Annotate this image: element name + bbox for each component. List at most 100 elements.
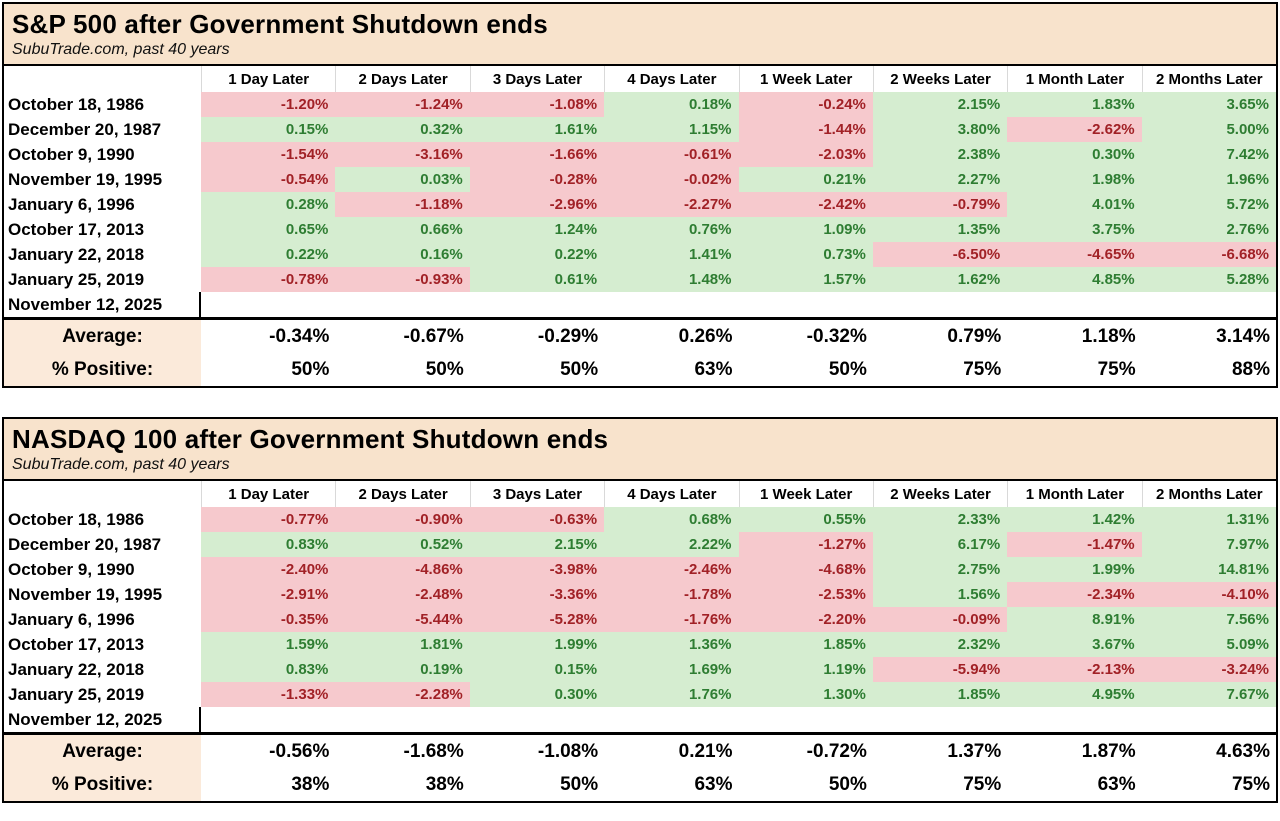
value-cell: 5.72% bbox=[1141, 192, 1276, 217]
table-row: January 25, 2019 -1.33% -2.28% 0.30% 1.76% 1.… bbox=[4, 682, 1276, 707]
value-cell: 0.21% bbox=[738, 167, 873, 192]
value-cell: 0.65% bbox=[201, 217, 336, 242]
value-cell: 0.68% bbox=[604, 507, 739, 532]
value-cell: 5.09% bbox=[1141, 632, 1276, 657]
header-row: 1 Day Later 2 Days Later 3 Days Later 4 Day… bbox=[4, 481, 1276, 507]
value-cell: -0.78% bbox=[201, 267, 336, 292]
event-date-cell: December 20, 1987 bbox=[8, 119, 162, 139]
value-cell: 1.42% bbox=[1007, 507, 1142, 532]
column-header: 4 Days Later bbox=[604, 66, 738, 92]
event-date-cell: January 22, 2018 bbox=[8, 244, 145, 264]
average-value-cell: 1.37% bbox=[947, 740, 1002, 762]
value-cell: 4.95% bbox=[1007, 682, 1142, 707]
value-cell: -2.53% bbox=[738, 582, 873, 607]
positive-value-cell: 75% bbox=[963, 773, 1002, 795]
table-row: January 22, 2018 0.83% 0.19% 0.15% 1.69% 1.19… bbox=[4, 657, 1276, 682]
value-cell: -1.27% bbox=[738, 532, 873, 557]
value-cell: -2.42% bbox=[738, 192, 873, 217]
value-cell: 1.69% bbox=[604, 657, 739, 682]
value-cell bbox=[1007, 292, 1141, 317]
value-cell: 8.91% bbox=[1007, 607, 1142, 632]
value-cell: -0.02% bbox=[604, 167, 739, 192]
positive-label: % Positive: bbox=[4, 768, 201, 801]
value-cell: 7.42% bbox=[1141, 142, 1276, 167]
sp500-table: S&P 500 after Government Shutdown ends S… bbox=[2, 2, 1278, 388]
value-cell bbox=[335, 707, 469, 732]
value-cell: -1.76% bbox=[604, 607, 739, 632]
column-header: 3 Days Later bbox=[469, 481, 604, 507]
value-cell: -5.28% bbox=[469, 607, 605, 632]
value-cell: -3.24% bbox=[1141, 657, 1276, 682]
value-cell: 2.32% bbox=[872, 632, 1008, 657]
value-cell: -0.90% bbox=[335, 507, 470, 532]
column-header: 1 Week Later bbox=[738, 66, 873, 92]
column-header: 2 Days Later bbox=[335, 481, 469, 507]
value-cell: 1.99% bbox=[1007, 557, 1142, 582]
value-cell: 1.62% bbox=[872, 267, 1008, 292]
value-cell: 0.30% bbox=[1007, 142, 1142, 167]
value-cell: -0.28% bbox=[469, 167, 605, 192]
column-header: 2 Weeks Later bbox=[872, 66, 1007, 92]
value-cell: 2.76% bbox=[1141, 217, 1276, 242]
average-value-cell: -0.56% bbox=[269, 740, 330, 762]
positive-value-cell: 50% bbox=[560, 773, 599, 795]
positive-value-cell: 63% bbox=[1097, 773, 1136, 795]
event-date-cell: December 20, 1987 bbox=[8, 534, 162, 554]
table-row: October 17, 2013 1.59% 1.81% 1.99% 1.36% 1.85… bbox=[4, 632, 1276, 657]
positive-value-cell: 88% bbox=[1231, 358, 1270, 380]
column-header: 1 Week Later bbox=[738, 481, 873, 507]
event-date-cell: November 19, 1995 bbox=[8, 169, 163, 189]
value-cell: -2.40% bbox=[201, 557, 336, 582]
value-cell: 2.15% bbox=[872, 92, 1008, 117]
column-header: 1 Month Later bbox=[1007, 481, 1141, 507]
value-cell bbox=[201, 707, 335, 732]
average-value-cell: 1.87% bbox=[1081, 740, 1136, 762]
value-cell: -1.08% bbox=[469, 92, 605, 117]
table-row: November 19, 1995 -2.91% -2.48% -3.36% -1.78… bbox=[4, 582, 1276, 607]
value-cell: -5.94% bbox=[872, 657, 1008, 682]
value-cell: -6.50% bbox=[872, 242, 1008, 267]
average-value-cell: 3.14% bbox=[1216, 325, 1270, 347]
value-cell: 0.15% bbox=[469, 657, 605, 682]
average-value-cell: -1.08% bbox=[537, 740, 599, 762]
table-row: October 9, 1990 -1.54% -3.16% -1.66% -0.61% -… bbox=[4, 142, 1276, 167]
average-value-cell: -0.72% bbox=[806, 740, 867, 762]
table-subtitle: SubuTrade.com, past 40 years bbox=[12, 41, 230, 58]
value-cell: -2.62% bbox=[1007, 117, 1142, 142]
value-cell: 0.73% bbox=[738, 242, 873, 267]
event-date-cell: January 6, 1996 bbox=[8, 609, 135, 629]
value-cell: -1.20% bbox=[201, 92, 336, 117]
value-cell bbox=[201, 292, 335, 317]
value-cell bbox=[604, 707, 738, 732]
table-row: January 6, 1996 -0.35% -5.44% -5.28% -1.76% -… bbox=[4, 607, 1276, 632]
column-header: 2 Days Later bbox=[335, 66, 469, 92]
table-subtitle: SubuTrade.com, past 40 years bbox=[12, 456, 230, 473]
value-cell: 5.28% bbox=[1141, 267, 1276, 292]
average-label: Average: bbox=[4, 320, 201, 353]
positive-row: % Positive: 50% 50% 50% 63% 50% 75% 75% 88% bbox=[4, 353, 1276, 386]
column-header: 1 Day Later bbox=[201, 481, 335, 507]
value-cell bbox=[873, 707, 1007, 732]
event-date-cell: October 18, 1986 bbox=[8, 94, 145, 114]
average-value-cell: -0.29% bbox=[537, 325, 599, 347]
table-title: S&P 500 after Government Shutdown ends bbox=[12, 9, 548, 39]
value-cell: -3.98% bbox=[469, 557, 605, 582]
event-date-cell: October 17, 2013 bbox=[8, 219, 145, 239]
value-cell: 2.75% bbox=[872, 557, 1008, 582]
value-cell: -1.66% bbox=[469, 142, 605, 167]
value-cell: -0.35% bbox=[201, 607, 336, 632]
event-date-cell: October 17, 2013 bbox=[8, 634, 145, 654]
value-cell: -0.24% bbox=[738, 92, 873, 117]
value-cell: -0.61% bbox=[604, 142, 739, 167]
event-date-cell: November 12, 2025 bbox=[4, 707, 201, 732]
value-cell: 1.36% bbox=[604, 632, 739, 657]
value-cell: 1.57% bbox=[738, 267, 873, 292]
value-cell: 0.19% bbox=[335, 657, 470, 682]
value-cell: 0.32% bbox=[335, 117, 470, 142]
value-cell: 0.52% bbox=[335, 532, 470, 557]
value-cell: 0.76% bbox=[604, 217, 739, 242]
value-cell: 0.15% bbox=[201, 117, 336, 142]
table-body: October 18, 1986 -1.20% -1.24% -1.08% 0.18% -… bbox=[4, 92, 1276, 317]
value-cell: 0.61% bbox=[469, 267, 605, 292]
column-header: 1 Month Later bbox=[1007, 66, 1141, 92]
